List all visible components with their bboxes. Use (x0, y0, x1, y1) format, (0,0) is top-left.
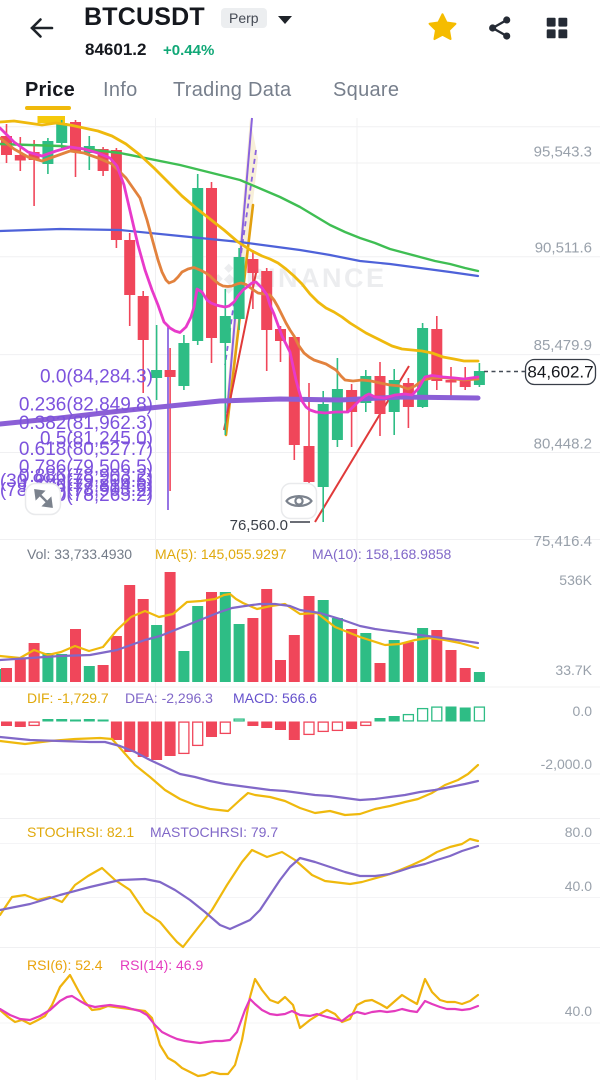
svg-text:76,560.0: 76,560.0 (230, 517, 288, 534)
svg-text:MA(5): 145,055.9297: MA(5): 145,055.9297 (155, 546, 287, 562)
svg-text:Vol: 33,733.4930: Vol: 33,733.4930 (27, 546, 132, 562)
svg-text:536K: 536K (559, 572, 592, 588)
svg-text:80.0: 80.0 (565, 824, 592, 840)
svg-text:STOCHRSI: 82.1: STOCHRSI: 82.1 (27, 824, 134, 840)
svg-text:90,511.6: 90,511.6 (535, 240, 592, 257)
svg-text:DIF: -1,729.7: DIF: -1,729.7 (27, 690, 109, 706)
svg-text:RSI(6): 52.4: RSI(6): 52.4 (27, 957, 103, 973)
svg-text:1.0(78,265.2): 1.0(78,265.2) (40, 485, 153, 506)
svg-text:0.0: 0.0 (573, 703, 593, 719)
svg-text:MACD: 566.6: MACD: 566.6 (233, 690, 317, 706)
svg-text:80,448.2: 80,448.2 (534, 435, 592, 452)
svg-text:0.618(80,527.7): 0.618(80,527.7) (19, 439, 153, 460)
svg-text:0.382(81,962.3): 0.382(81,962.3) (19, 413, 153, 434)
svg-text:MA(10): 158,168.9858: MA(10): 158,168.9858 (312, 546, 452, 562)
svg-text:-2,000.0: -2,000.0 (541, 756, 593, 772)
svg-text:0.886(78,903.2): 0.886(78,903.2) (19, 466, 153, 487)
svg-text:33.7K: 33.7K (555, 662, 592, 678)
svg-text:75,416.4: 75,416.4 (534, 533, 592, 550)
svg-text:0.5(81,245.0): 0.5(81,245.0) (40, 429, 153, 450)
svg-text:DEA: -2,296.3: DEA: -2,296.3 (125, 690, 213, 706)
svg-text:40.0: 40.0 (565, 878, 592, 894)
svg-text:85,479.9: 85,479.9 (534, 337, 592, 354)
svg-text:MASTOCHRSI: 79.7: MASTOCHRSI: 79.7 (150, 824, 278, 840)
svg-text:0.0(84,284.3): 0.0(84,284.3) (40, 367, 153, 388)
svg-text:0.236(82,849.8): 0.236(82,849.8) (19, 395, 153, 416)
svg-text:84,602.7: 84,602.7 (527, 363, 593, 382)
svg-text:95,543.3: 95,543.3 (534, 144, 592, 161)
svg-text:0.786(79,506.5): 0.786(79,506.5) (19, 457, 153, 478)
svg-text:RSI(14): 46.9: RSI(14): 46.9 (120, 957, 203, 973)
svg-text:40.0: 40.0 (565, 1003, 592, 1019)
